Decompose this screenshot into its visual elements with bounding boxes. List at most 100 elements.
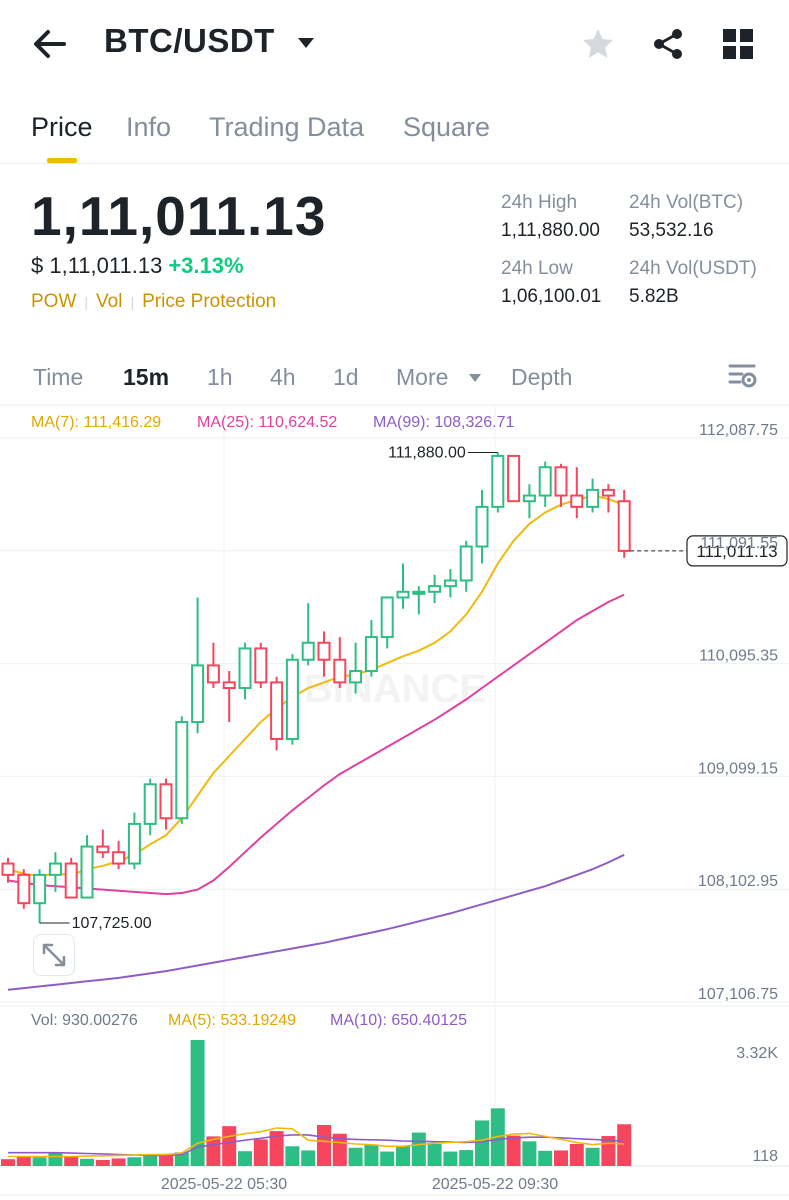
caret-down-icon[interactable] <box>468 370 482 382</box>
grid-icon[interactable] <box>722 28 754 60</box>
price-axis-label: 111,091.55 <box>700 535 778 552</box>
volume-bar <box>159 1154 173 1166</box>
usd-price: $ 1,11,011.13 <box>31 253 163 278</box>
candle-body <box>617 500 631 552</box>
candle-body <box>285 658 299 740</box>
vol-btc-label: 24h Vol(BTC) <box>629 192 744 213</box>
volume-bar <box>301 1150 316 1166</box>
price-axis-label: 108,102.95 <box>698 873 778 890</box>
interval-time[interactable]: Time <box>33 364 84 390</box>
candle-body <box>48 862 62 876</box>
volume-bar <box>522 1141 537 1166</box>
volume-axis-top: 3.32K <box>736 1045 778 1062</box>
ma99-line <box>7 853 625 991</box>
high-value: 1,11,880.00 <box>501 220 600 241</box>
interval-depth[interactable]: Depth <box>511 364 573 390</box>
candle-body <box>175 721 189 820</box>
last-price-label: 111,011.13 <box>696 542 777 561</box>
price-axis-label: 112,087.75 <box>699 422 778 439</box>
share-icon[interactable] <box>650 26 686 62</box>
candle-body <box>238 647 252 690</box>
volume-bar <box>317 1125 331 1166</box>
volume-bar <box>617 1124 632 1166</box>
back-arrow-icon[interactable] <box>30 26 70 62</box>
min-price-label: 107,725.00 <box>72 915 152 932</box>
volume-bar <box>443 1151 458 1166</box>
price-axis-label: 109,099.15 <box>698 760 778 777</box>
volume-bar <box>380 1151 395 1166</box>
candle-body <box>538 466 552 497</box>
interval-selector: Time 15m 1h 4h 1d More Depth <box>0 360 789 400</box>
candle-body <box>396 590 410 599</box>
candle-body <box>33 873 47 905</box>
ma7-legend: MA(7): 111,416.29 <box>31 414 161 431</box>
high-label: 24h High <box>501 192 578 213</box>
time-tick-label: 2025-05-22 09:30 <box>432 1176 558 1193</box>
interval-1h[interactable]: 1h <box>207 364 233 390</box>
caret-down-icon[interactable] <box>297 36 315 50</box>
vol-ma10-legend: MA(10): 650.40125 <box>330 1012 467 1029</box>
candle-body <box>143 783 157 825</box>
candle-body <box>1 862 15 876</box>
time-tick-label: 2025-05-22 05:30 <box>161 1176 287 1193</box>
tag-vol[interactable]: Vol <box>96 291 123 312</box>
volume-bar <box>411 1132 426 1166</box>
volume-bar <box>396 1146 410 1166</box>
expand-chart-icon[interactable] <box>33 934 75 976</box>
interval-4h[interactable]: 4h <box>270 364 296 390</box>
ma25-legend: MA(25): 110,624.52 <box>197 414 337 431</box>
chart-settings-icon[interactable] <box>728 362 758 390</box>
volume-bar <box>253 1139 268 1166</box>
volume-bar <box>569 1143 584 1166</box>
tab-info[interactable]: Info <box>126 112 172 142</box>
tab-price[interactable]: Price <box>31 112 93 142</box>
price-axis-label: 107,106.75 <box>698 986 778 1003</box>
pair-title[interactable]: BTC/USDT <box>104 22 275 59</box>
candle-body <box>159 783 173 820</box>
volume-bar <box>48 1153 63 1166</box>
page-tabs: Price Info Trading Data Square <box>0 108 789 164</box>
candle-body <box>428 585 442 593</box>
candle-body <box>333 658 347 684</box>
volume-bar <box>364 1144 379 1166</box>
volume-bar <box>32 1157 47 1166</box>
candle-body <box>475 505 489 548</box>
interval-1d[interactable]: 1d <box>333 364 359 390</box>
candle-body <box>64 862 78 899</box>
interval-15m[interactable]: 15m <box>123 364 170 390</box>
tab-square[interactable]: Square <box>403 112 491 142</box>
volume-legend: Vol: 930.00276 <box>31 1012 138 1029</box>
volume-bar <box>538 1150 553 1166</box>
candle-body <box>364 636 378 673</box>
interval-more[interactable]: More <box>396 364 449 390</box>
last-price-badge <box>686 535 788 567</box>
candle-body <box>127 822 141 865</box>
volume-bar <box>16 1156 31 1166</box>
volume-bar <box>585 1147 600 1166</box>
star-icon[interactable] <box>580 26 616 62</box>
volume-bar <box>190 1040 205 1166</box>
candle-body <box>317 641 331 661</box>
candle-body <box>96 845 110 854</box>
volume-bar <box>348 1147 363 1166</box>
candle-body <box>206 664 220 684</box>
candle-body <box>112 851 126 865</box>
last-price: 1,11,011.13 <box>31 185 327 247</box>
volume-bar <box>222 1126 237 1166</box>
low-label: 24h Low <box>501 258 573 279</box>
volume-bar <box>127 1157 142 1166</box>
volume-bar <box>238 1151 252 1166</box>
volume-bar <box>80 1158 94 1166</box>
vol-usdt-value: 5.82B <box>629 286 679 307</box>
tab-trading-data[interactable]: Trading Data <box>209 112 365 142</box>
candle-body <box>491 454 505 508</box>
volume-ma10-line <box>8 1134 625 1157</box>
ma7-line <box>7 494 625 878</box>
candle-body <box>301 641 315 661</box>
tag-pow[interactable]: POW <box>31 291 77 312</box>
vol-ma5-legend: MA(5): 533.19249 <box>168 1012 296 1029</box>
volume-bar <box>111 1158 126 1166</box>
candle-body <box>17 873 31 905</box>
tag-price-protection[interactable]: Price Protection <box>142 291 277 312</box>
